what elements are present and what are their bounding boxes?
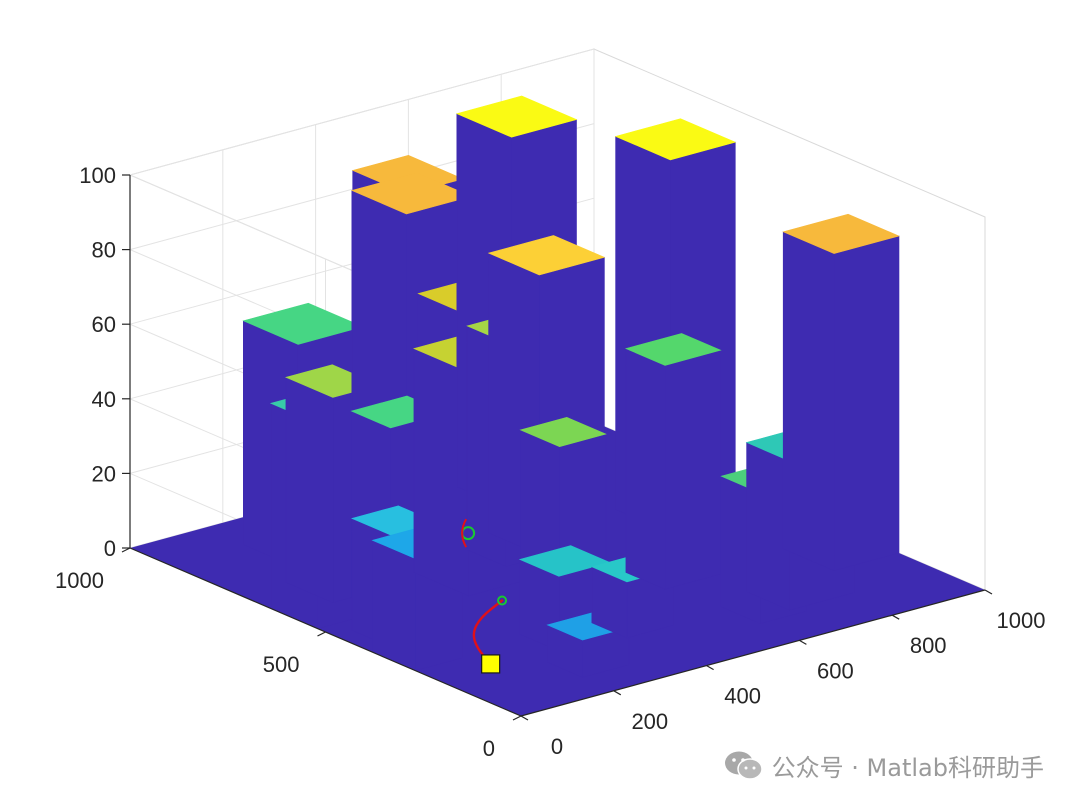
y-tick-label-0: 0 <box>483 736 495 761</box>
block-4-top-face <box>624 333 722 366</box>
block-0-top-face <box>782 213 900 254</box>
watermark: 公众号 · Matlab科研助手 <box>724 748 1044 783</box>
x-tick-200 <box>613 690 622 696</box>
y-tick-1000 <box>121 547 131 553</box>
block-8-top-face <box>519 416 607 448</box>
x-tick-label-400: 400 <box>724 684 761 709</box>
wechat-icon <box>724 751 763 780</box>
z-tick-label-40: 40 <box>92 387 116 412</box>
z-tick-label-80: 80 <box>92 238 116 263</box>
z-tick-label-0: 0 <box>104 536 116 561</box>
x-tick-label-200: 200 <box>631 709 668 734</box>
block-4-front-face <box>664 349 722 590</box>
block-11-top-face <box>350 172 473 215</box>
block-1-top-face <box>614 118 737 161</box>
y-tick-label-1000: 1000 <box>55 568 104 593</box>
block-17-side-face <box>285 376 334 604</box>
waypoint-arc <box>461 518 468 548</box>
block-16-top-face <box>242 302 364 345</box>
block-0-front-face <box>833 235 900 572</box>
start-marker <box>481 654 501 674</box>
block-2-top-face <box>455 95 578 138</box>
y-tick-500 <box>317 631 326 637</box>
block-0-side-face <box>782 231 835 572</box>
x-tick-label-1000: 1000 <box>997 608 1046 633</box>
x-tick-400 <box>706 665 714 671</box>
watermark-text: 公众号 · Matlab科研助手 <box>771 754 1044 782</box>
x-tick-1000 <box>984 589 993 595</box>
x-axis-line <box>520 589 986 717</box>
x-tick-0 <box>520 715 529 721</box>
x-tick-label-800: 800 <box>910 633 947 658</box>
goal-marker <box>497 595 508 606</box>
z-tick-label-20: 20 <box>92 461 116 486</box>
y-tick-label-500: 500 <box>263 652 300 677</box>
x-tick-label-0: 0 <box>551 734 563 759</box>
x-tick-600 <box>799 639 807 645</box>
block-21-side-face <box>372 539 416 672</box>
z-tick-label-100: 100 <box>79 163 116 188</box>
block-6-top-face <box>487 235 606 276</box>
y-tick-0 <box>512 715 522 721</box>
x-tick-800 <box>891 614 900 620</box>
z-tick-label-60: 60 <box>92 312 116 337</box>
block-4-side-face <box>625 348 666 590</box>
x-tick-label-600: 600 <box>817 658 854 683</box>
